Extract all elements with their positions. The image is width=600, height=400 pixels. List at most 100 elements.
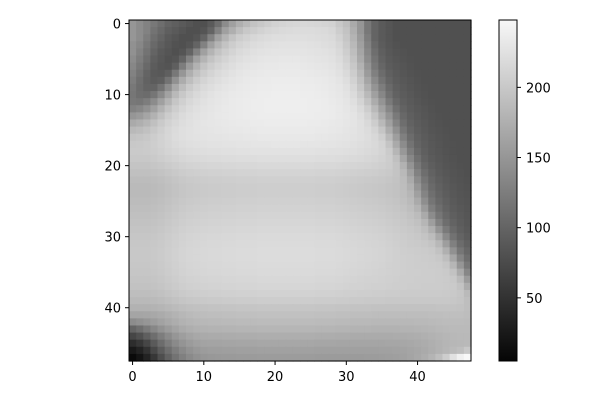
heatmap-cell [463,112,472,121]
heatmap-cell [463,176,472,184]
heatmap-cell [342,304,351,312]
heatmap-cell [349,346,358,355]
heatmap-cell [143,190,151,199]
heatmap-cell [463,332,472,341]
heatmap-cell [178,254,187,263]
heatmap-cell [243,147,251,156]
heatmap-cell [178,190,187,199]
heatmap-cell [250,98,258,106]
heatmap-cell [250,304,258,312]
heatmap-cell [371,197,379,206]
heatmap-cell [463,304,472,312]
heatmap-cell [250,140,258,149]
heatmap-cell [428,34,436,42]
heatmap-cell [435,240,444,248]
heatmap-cell [364,133,372,142]
heatmap-cell [371,289,379,298]
heatmap-cell [285,289,294,298]
heatmap-cell [285,218,294,227]
heatmap-cell [278,275,287,284]
heatmap-cell [307,176,315,184]
heatmap-cell [307,69,315,78]
heatmap-cell [449,169,458,177]
heatmap-cell [342,297,351,305]
heatmap-cell [449,304,458,312]
heatmap-cell [300,247,308,256]
heatmap-cell [328,197,337,206]
heatmap-cell [129,112,137,121]
heatmap-cell [193,34,201,42]
heatmap-cell [200,126,208,135]
heatmap-cell [449,211,458,220]
heatmap-cell [463,226,472,234]
heatmap-cell [271,62,280,71]
colorbar-tick-label: 150 [526,152,551,167]
heatmap-cell [129,325,137,334]
heatmap-cell [171,353,180,362]
heatmap-cell [335,133,344,142]
heatmap-cell [463,76,472,85]
heatmap-cell [221,41,230,50]
heatmap-cell [314,55,322,64]
heatmap-cell [357,183,365,192]
heatmap-cell [292,112,301,121]
heatmap-cell [378,311,387,319]
heatmap-cell [364,41,372,50]
heatmap-cell [449,254,458,263]
heatmap-cell [257,83,265,92]
heatmap-cell [349,112,358,121]
heatmap-cell [157,240,166,248]
heatmap-cell [250,154,258,163]
heatmap-cell [171,226,180,234]
heatmap-cell [328,48,337,57]
heatmap-cell [392,147,401,156]
heatmap-cell [406,119,415,128]
heatmap-cell [214,254,223,263]
heatmap-cell [314,119,322,128]
heatmap-cell [463,346,472,355]
heatmap-cell [364,197,372,206]
heatmap-cell [257,297,265,305]
heatmap-cell [421,48,429,57]
heatmap-image [129,20,472,362]
heatmap-cell [186,339,194,348]
heatmap-cell [278,154,287,163]
heatmap-cell [186,183,194,192]
heatmap-cell [129,140,137,149]
heatmap-cell [435,69,444,78]
heatmap-cell [235,69,244,78]
heatmap-cell [406,41,415,50]
heatmap-cell [335,34,344,42]
heatmap-cell [300,126,308,135]
heatmap-cell [357,112,365,121]
heatmap-cell [321,69,330,78]
heatmap-cell [456,311,465,319]
heatmap-cell [463,197,472,206]
heatmap-cell [207,34,216,42]
heatmap-cell [414,226,422,234]
heatmap-cell [207,91,216,99]
heatmap-cell [378,41,387,50]
heatmap-cell [214,311,223,319]
heatmap-cell [136,48,144,57]
heatmap-cell [193,98,201,106]
heatmap-cell [228,190,237,199]
heatmap-cell [164,304,173,312]
heatmap-cell [243,204,251,213]
heatmap-cell [278,76,287,85]
heatmap-cell [292,176,301,184]
heatmap-cell [164,332,173,341]
heatmap-cell [193,48,201,57]
heatmap-cell [129,62,137,71]
heatmap-cell [278,304,287,312]
heatmap-cell [456,318,465,327]
heatmap-cell [442,332,451,341]
heatmap-cell [414,268,422,277]
heatmap-cell [264,353,273,362]
heatmap-cell [157,311,166,319]
heatmap-cell [307,140,315,149]
heatmap-cell [307,325,315,334]
heatmap-cell [143,41,151,50]
heatmap-cell [392,325,401,334]
heatmap-cell [186,133,194,142]
